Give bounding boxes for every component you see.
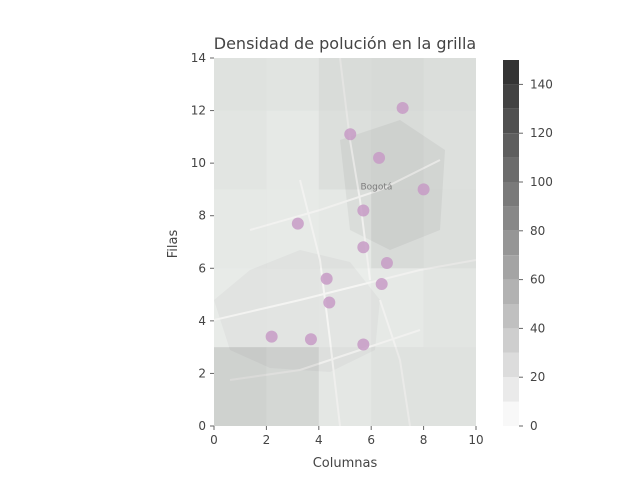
colorbar-band [503, 401, 519, 426]
pollution-point [320, 272, 333, 285]
x-axis-label: Columnas [313, 456, 378, 471]
heatmap-cell [214, 268, 267, 348]
colorbar-band [503, 230, 519, 256]
x-tick-label: 8 [420, 433, 428, 447]
pollution-point [380, 257, 393, 270]
y-tick-label: 4 [198, 314, 206, 328]
y-tick-label: 2 [198, 366, 206, 380]
y-tick-label: 0 [198, 419, 206, 433]
map-urban-center [340, 120, 445, 250]
map-road [214, 259, 476, 321]
heatmap-cell [318, 189, 372, 269]
heatmap-cell [371, 347, 476, 426]
colorbar [503, 60, 519, 426]
map-background: Bogotá [214, 58, 476, 426]
colorbar-band [503, 352, 519, 378]
heatmap-cell [371, 189, 424, 269]
map-road [379, 299, 411, 426]
x-tick-label: 4 [315, 433, 323, 447]
y-tick-label: 8 [198, 209, 206, 223]
heatmap-cell [371, 58, 424, 111]
heatmap-cell [214, 58, 267, 111]
heatmap-cell [214, 110, 267, 190]
pollution-point [396, 101, 409, 114]
heatmap-cell [266, 58, 319, 111]
heatmap-cell [423, 189, 476, 269]
pollution-point [417, 183, 430, 196]
colorbar-tick-label: 80 [530, 224, 545, 238]
chart-title: Densidad de polución en la grilla [214, 34, 476, 53]
map-road [249, 159, 441, 231]
colorbar-tick-label: 60 [530, 273, 545, 287]
pollution-point [265, 330, 278, 343]
heatmap-cell [266, 347, 319, 426]
heatmap-cell [266, 110, 319, 190]
pollution-point [291, 217, 304, 230]
plot-area: Bogotá [214, 58, 476, 426]
heatmap-cell [266, 189, 319, 269]
colorbar-band [503, 279, 519, 304]
pollution-point [357, 241, 370, 254]
map-road [339, 58, 371, 281]
colorbar-tick-label: 20 [530, 370, 545, 384]
x-tick-label: 2 [263, 433, 271, 447]
heatmap-cell [423, 110, 476, 190]
x-tick-label: 0 [210, 433, 218, 447]
colorbar-tick-label: 0 [530, 419, 538, 433]
map-urban-area [214, 250, 380, 372]
heatmap-cell [318, 110, 372, 190]
x-tick-label: 10 [468, 433, 483, 447]
x-tick-label: 6 [367, 433, 375, 447]
colorbar-band [503, 108, 519, 134]
heatmap-cell [423, 268, 476, 348]
y-axis-label: Filas [166, 230, 181, 259]
map-road [229, 329, 421, 381]
colorbar-band [503, 84, 519, 109]
pollution-points [265, 101, 430, 351]
colorbar-band [503, 157, 519, 182]
colorbar-tick-label: 100 [530, 175, 553, 189]
pollution-point [357, 204, 370, 217]
colorbar-tick-label: 40 [530, 321, 545, 335]
map-label-city: Bogotá [360, 182, 392, 192]
heatmap-cell [423, 58, 476, 111]
heatmap-cell [318, 58, 372, 111]
pollution-point [323, 296, 336, 309]
pollution-point [357, 338, 370, 351]
heatmap-cell [318, 347, 372, 426]
heatmap-cell [214, 347, 267, 426]
colorbar-band [503, 60, 519, 85]
colorbar-band [503, 377, 519, 402]
y-tick-label: 10 [191, 156, 206, 170]
heatmap-cell [371, 110, 424, 190]
pollution-point [375, 278, 388, 291]
colorbar-tick-label: 140 [530, 77, 553, 91]
x-axis-ticks: 0 2 4 6 8 10 [210, 426, 484, 447]
heatmap-cell [214, 189, 267, 269]
pollution-point [304, 333, 317, 346]
colorbar-band [503, 304, 519, 329]
colorbar-band [503, 255, 519, 280]
pollution-point [344, 128, 357, 141]
colorbar-ticks: 0 20 40 60 80 100 120 140 [519, 77, 553, 433]
heatmap-cells [214, 58, 476, 426]
pollution-point [373, 151, 386, 164]
y-tick-label: 12 [191, 104, 206, 118]
colorbar-band [503, 206, 519, 231]
y-tick-label: 6 [198, 261, 206, 275]
colorbar-band [503, 182, 519, 207]
colorbar-band [503, 133, 519, 158]
colorbar-band [503, 328, 519, 353]
colorbar-tick-label: 120 [530, 126, 553, 140]
y-axis-ticks: 0 2 4 6 8 10 12 14 [191, 51, 214, 433]
y-tick-label: 14 [191, 51, 206, 65]
